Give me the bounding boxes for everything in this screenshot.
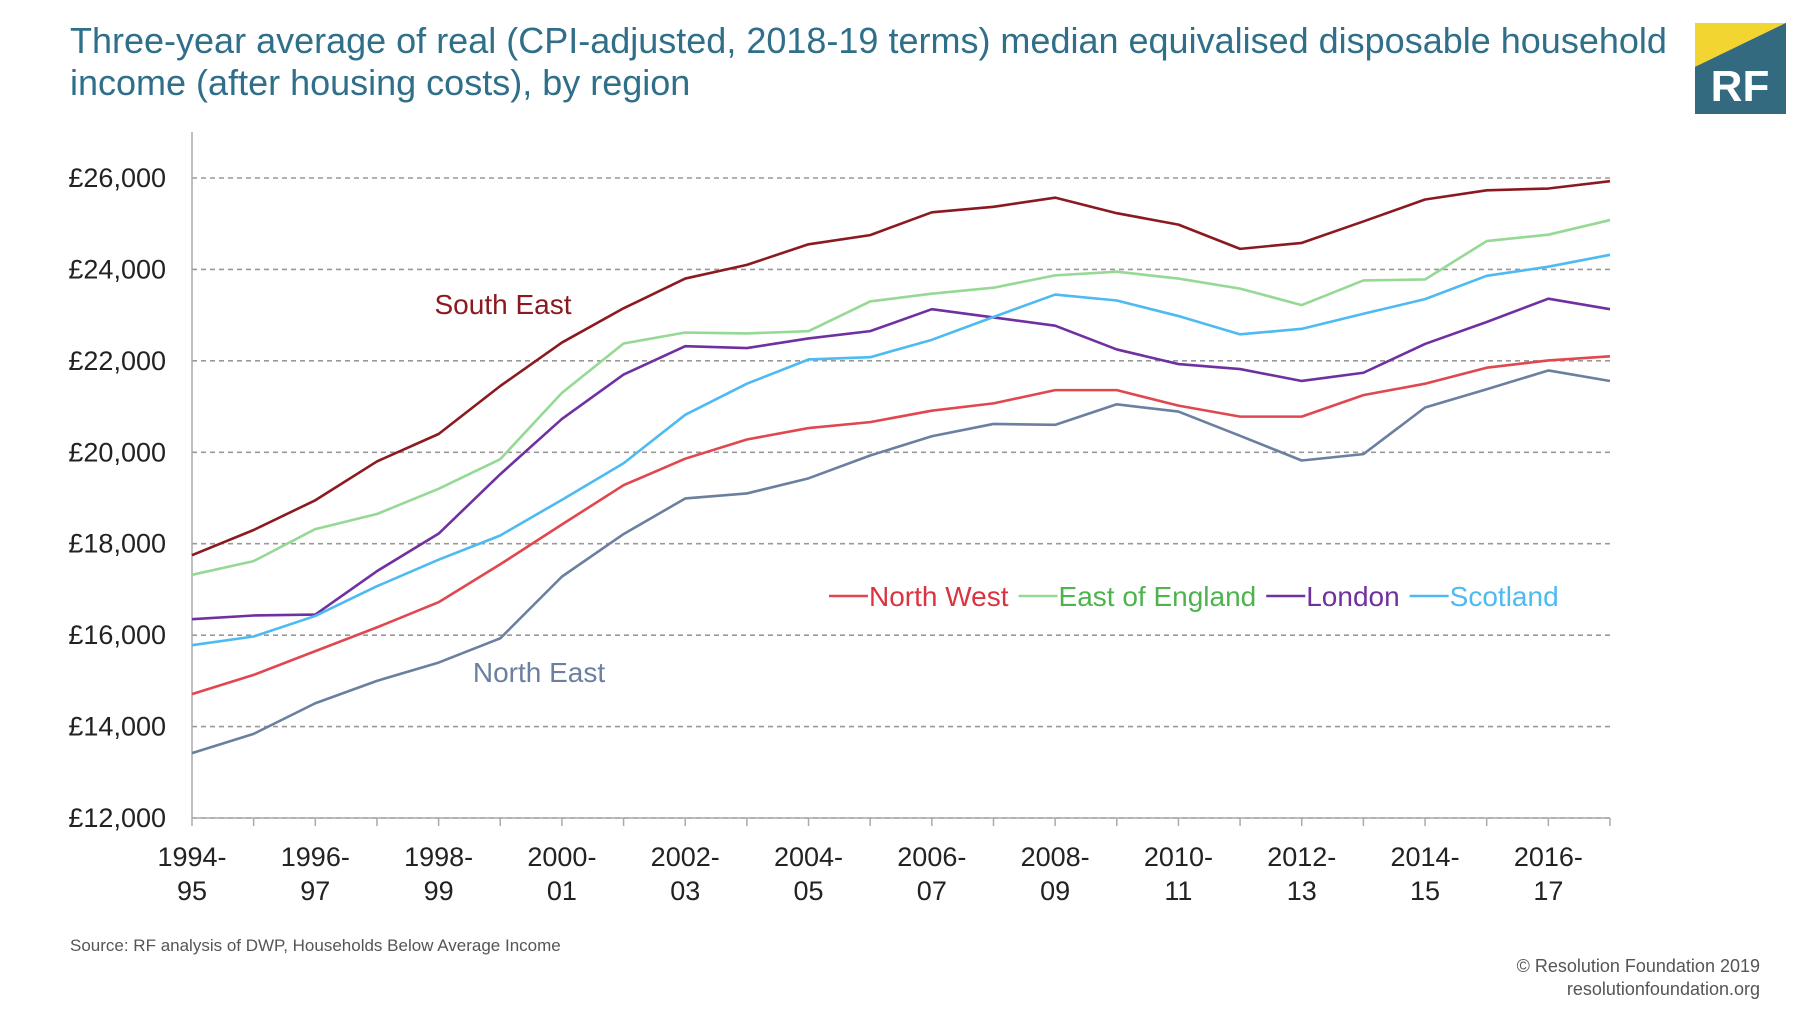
x-tick-label: 2014- — [1391, 842, 1460, 872]
website-link[interactable]: resolutionfoundation.org — [1566, 979, 1760, 999]
y-tick-label: £20,000 — [68, 437, 166, 467]
chart-title: Three-year average of real (CPI-adjusted… — [70, 20, 1710, 104]
x-tick-label: 01 — [547, 876, 577, 906]
x-tick-label: 2008- — [1021, 842, 1090, 872]
legend-item-scotland: Scotland — [1450, 581, 1559, 612]
x-tick-label: 2012- — [1267, 842, 1336, 872]
svg-text:RF: RF — [1711, 62, 1770, 111]
x-tick-label: 03 — [670, 876, 700, 906]
legend-item-north-west: North West — [869, 581, 1009, 612]
x-tick-label: 1996- — [281, 842, 350, 872]
y-tick-label: £26,000 — [68, 163, 166, 193]
y-tick-label: £16,000 — [68, 620, 166, 650]
x-tick-label: 11 — [1164, 876, 1192, 906]
y-tick-label: £14,000 — [68, 712, 166, 742]
x-tick-label: 97 — [300, 876, 330, 906]
series-line-london — [191, 297, 1611, 621]
x-tick-label: 05 — [793, 876, 823, 906]
x-tick-label: 2000- — [527, 842, 596, 872]
series-line-scotland — [191, 253, 1611, 647]
series-line-east-of-england — [191, 218, 1611, 577]
series-line-north-west — [191, 354, 1611, 696]
x-tick-label: 09 — [1040, 876, 1070, 906]
series-line-south-east — [191, 179, 1611, 557]
y-tick-label: £24,000 — [68, 254, 166, 284]
x-tick-label: 2004- — [774, 842, 843, 872]
title-line-1: Three-year average of real (CPI-adjusted… — [70, 20, 1667, 61]
label-south-east: South East — [435, 289, 572, 320]
x-tick-label: 2002- — [651, 842, 720, 872]
copyright-text: © Resolution Foundation 2019 — [1516, 956, 1760, 976]
x-tick-label: 13 — [1287, 876, 1317, 906]
series-line-north-east — [191, 369, 1611, 755]
x-tick-label: 17 — [1533, 876, 1563, 906]
x-tick-label: 2006- — [897, 842, 966, 872]
x-tick-label: 07 — [917, 876, 947, 906]
x-tick-label: 2016- — [1514, 842, 1583, 872]
legend-item-london: London — [1306, 581, 1399, 612]
x-tick-label: 99 — [424, 876, 454, 906]
x-tick-label: 1998- — [404, 842, 473, 872]
rf-logo: RF — [1695, 23, 1786, 114]
source-note: Source: RF analysis of DWP, Households B… — [70, 936, 561, 955]
y-tick-label: £12,000 — [68, 803, 166, 833]
x-tick-label: 15 — [1410, 876, 1440, 906]
title-line-2: income (after housing costs), by region — [70, 62, 691, 103]
label-north-east: North East — [473, 657, 605, 688]
x-tick-label: 95 — [177, 876, 207, 906]
copyright: © Resolution Foundation 2019 resolutionf… — [1517, 955, 1760, 1001]
x-tick-label: 2010- — [1144, 842, 1213, 872]
x-tick-label: 1994- — [157, 842, 226, 872]
y-tick-label: £22,000 — [68, 346, 166, 376]
y-tick-label: £18,000 — [68, 529, 166, 559]
legend-item-east-of-england: East of England — [1059, 581, 1257, 612]
